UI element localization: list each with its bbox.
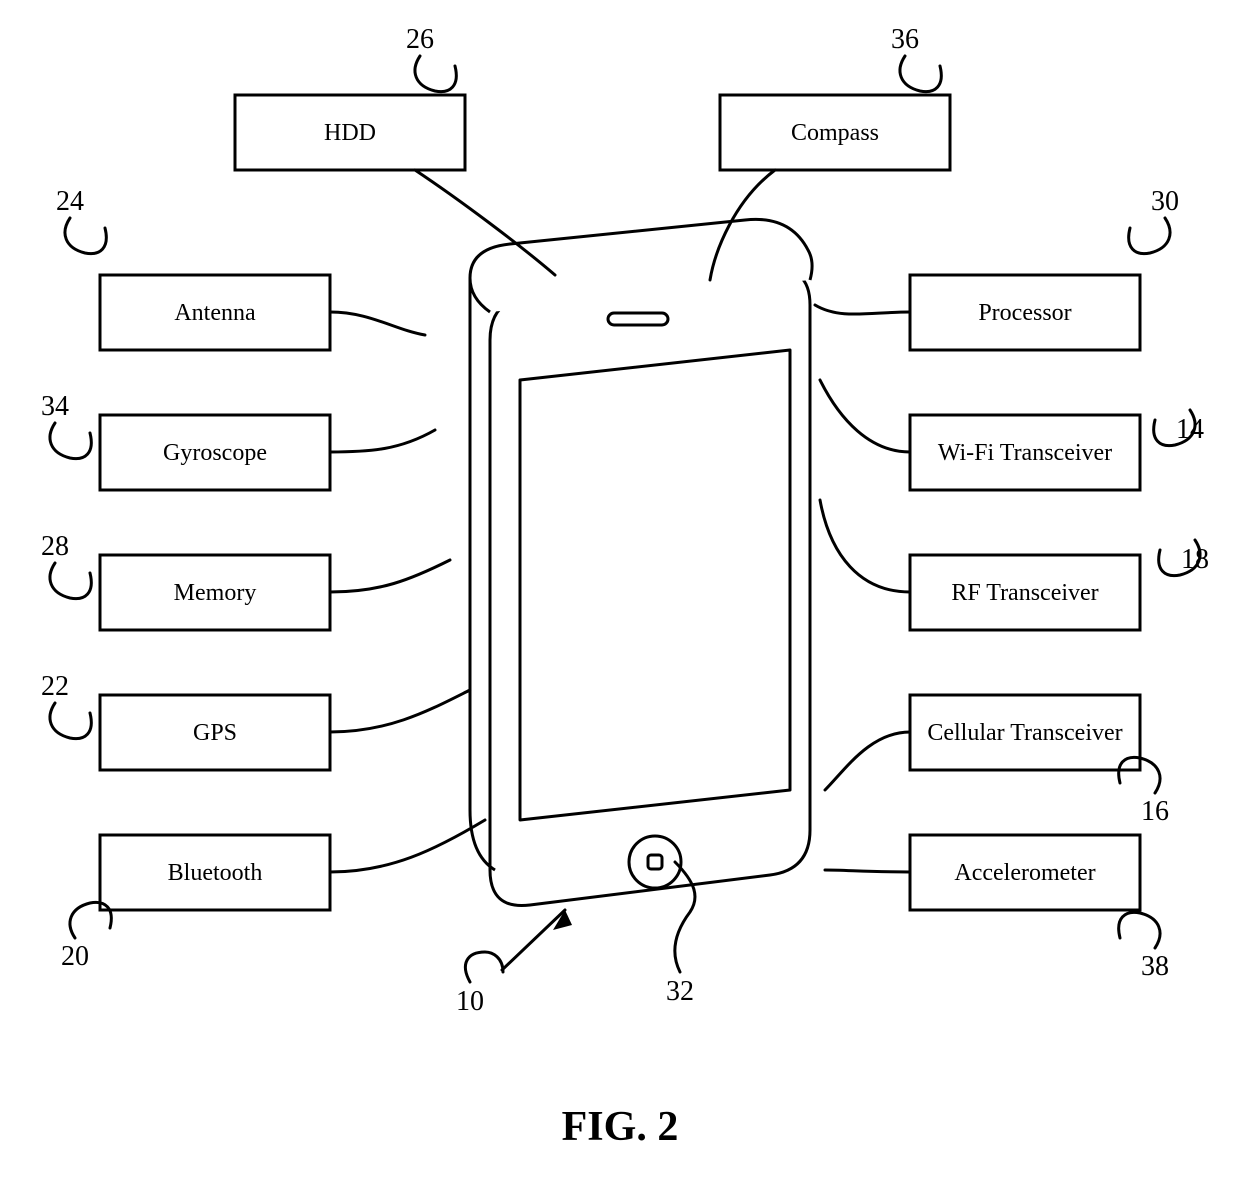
gps-refnum: 22 <box>41 671 69 702</box>
bluetooth-refnum: 20 <box>61 941 89 972</box>
ref-10-arrow <box>502 910 565 970</box>
ref-10-num: 10 <box>456 986 484 1017</box>
ref-32-num: 32 <box>666 976 694 1007</box>
wifi-refnum: 14 <box>1176 414 1204 445</box>
memory-label: Memory <box>174 580 257 606</box>
antenna-ref-lead <box>65 218 106 254</box>
wifi-lead <box>820 380 910 452</box>
gps-lead <box>330 690 470 732</box>
cellular-lead <box>825 732 910 790</box>
bluetooth-block: Bluetooth 20 <box>61 820 485 972</box>
gps-label: GPS <box>193 720 237 746</box>
gyroscope-label: Gyroscope <box>163 440 267 466</box>
ref-10-lead <box>465 952 503 982</box>
figure-label: FIG. 2 <box>562 1104 679 1150</box>
phone-speaker <box>608 313 668 325</box>
home-button <box>629 836 681 888</box>
memory-lead <box>330 560 450 592</box>
cellular-refnum: 16 <box>1141 796 1169 827</box>
antenna-label: Antenna <box>174 300 256 326</box>
memory-block: Memory 28 <box>41 531 450 630</box>
hdd-ref-lead <box>415 56 456 92</box>
ref-10: 10 <box>456 910 572 1017</box>
accelerometer-block: Accelerometer 38 <box>825 835 1169 982</box>
figure-2-diagram: Antenna 24 Gyroscope 34 Memory 28 GPS 22 Bluetoo… <box>0 0 1240 1199</box>
memory-ref-lead <box>50 563 91 599</box>
processor-block: Processor 30 <box>815 186 1179 350</box>
bluetooth-label: Bluetooth <box>168 860 263 886</box>
bluetooth-lead <box>330 820 485 872</box>
accelerometer-refnum: 38 <box>1141 951 1169 982</box>
processor-ref-lead <box>1129 218 1170 254</box>
processor-lead <box>815 305 910 314</box>
gyroscope-lead <box>330 430 435 452</box>
phone-device <box>470 219 812 905</box>
cellular-label: Cellular Transceiver <box>927 720 1122 746</box>
accelerometer-label: Accelerometer <box>954 860 1095 886</box>
wifi-label: Wi-Fi Transceiver <box>938 440 1112 466</box>
antenna-refnum: 24 <box>56 186 84 217</box>
processor-refnum: 30 <box>1151 186 1179 217</box>
hdd-label: HDD <box>324 120 376 146</box>
gps-ref-lead <box>50 703 91 739</box>
hdd-block: HDD 26 <box>235 24 555 275</box>
rf-label: RF Transceiver <box>951 580 1098 606</box>
memory-refnum: 28 <box>41 531 69 562</box>
rf-block: RF Transceiver 18 <box>820 500 1209 630</box>
cellular-block: Cellular Transceiver 16 <box>825 695 1169 827</box>
processor-label: Processor <box>978 300 1071 326</box>
antenna-block: Antenna 24 <box>56 186 425 350</box>
compass-refnum: 36 <box>891 24 919 55</box>
rf-lead <box>820 500 910 592</box>
accelerometer-lead <box>825 870 910 872</box>
hdd-refnum: 26 <box>406 24 434 55</box>
compass-ref-lead <box>900 56 941 92</box>
wifi-block: Wi-Fi Transceiver 14 <box>820 380 1204 490</box>
rf-refnum: 18 <box>1181 544 1209 575</box>
gyroscope-ref-lead <box>50 423 91 459</box>
gyroscope-block: Gyroscope 34 <box>41 391 435 490</box>
gps-block: GPS 22 <box>41 671 470 770</box>
antenna-lead <box>330 312 425 335</box>
compass-label: Compass <box>791 120 879 146</box>
accelerometer-ref-lead <box>1119 912 1160 948</box>
gyroscope-refnum: 34 <box>41 391 69 422</box>
